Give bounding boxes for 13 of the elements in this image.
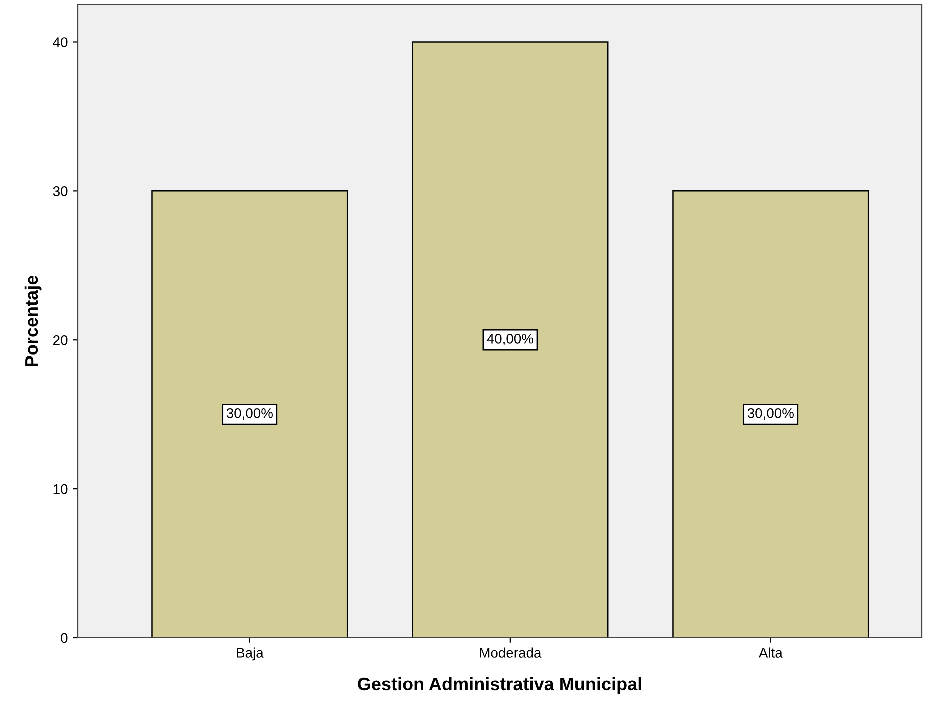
- data-label: 30,00%: [226, 408, 273, 420]
- y-tick-label: 0: [61, 633, 68, 644]
- data-label: 30,00%: [748, 408, 794, 420]
- x-tick-label: Baja: [237, 648, 264, 661]
- y-tick-label: 20: [54, 335, 68, 346]
- x-tick-label: Alta: [758, 648, 783, 658]
- y-tick-label: 10: [54, 484, 68, 494]
- data-label: 40,00%: [487, 334, 534, 346]
- x-axis-title: Gestion Administrativa Municipal: [358, 677, 642, 694]
- x-tick-label: Moderada: [480, 648, 542, 658]
- y-tick-label: 30: [53, 186, 68, 196]
- y-axis-title: Porcentaje: [24, 276, 42, 366]
- y-tick-label: 40: [53, 38, 68, 48]
